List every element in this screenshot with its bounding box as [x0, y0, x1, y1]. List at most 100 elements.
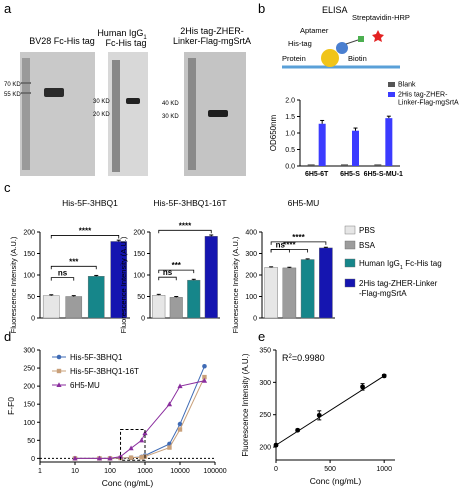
c-sig-bracket: [158, 269, 195, 274]
e-point: [360, 384, 365, 390]
b-bar-zher: [385, 118, 393, 166]
label-protein: Protein: [282, 54, 306, 63]
e-x-tick-label: 500: [324, 466, 336, 473]
c-y-tick-label: 300: [245, 251, 257, 258]
e-y-tick-label: 300: [259, 380, 271, 387]
c-legend-label-bsa: BSA: [359, 241, 376, 250]
d-legend-marker: [56, 382, 62, 387]
c-sig-label: ***: [69, 257, 79, 266]
e-y-axis-label: Fluorescence Intensity (A.U.): [241, 353, 250, 456]
d-highlight-box: [120, 428, 146, 461]
b-y-axis-label: OD650nm: [269, 114, 278, 151]
d-point: [107, 455, 113, 461]
gel-panel-1: BV28 Fc-His tag 70 KD 55 KD: [4, 36, 95, 176]
elisa-title: ELISA: [322, 5, 348, 15]
d-x-tick-label: 100: [104, 468, 116, 475]
c-legend-label-pbs: PBS: [359, 226, 375, 235]
c-bar-bsa: [65, 296, 83, 319]
panel-letter-a: a: [4, 1, 12, 16]
gel3-marker-30: 30 KD: [162, 114, 179, 120]
gel1-marker-70: 70 KD: [4, 82, 21, 88]
panel-letter-b: b: [258, 1, 265, 16]
d-point: [117, 453, 124, 459]
c-bar-zher: [319, 247, 333, 319]
gel2-marker-30: 30 KD: [93, 99, 110, 105]
e-point: [316, 412, 322, 418]
d-x-tick-label: 10000: [170, 468, 190, 475]
b-legend-swatch-zher: [388, 92, 395, 97]
b-x-tick-label: 6H5-6T: [305, 171, 329, 178]
gel1-title: BV28 Fc-His tag: [29, 36, 95, 46]
c-legend-swatch-igg: [344, 258, 356, 268]
d-point: [177, 427, 183, 432]
c-legend-label-zher-line2: -Flag-mgSrtA: [359, 289, 407, 298]
c-sig-label: ****: [179, 221, 192, 230]
c-bar-igg: [187, 279, 201, 319]
e-fit-line: [275, 375, 385, 446]
d-y-tick-label: 250: [23, 366, 35, 373]
b-legend-label-zher-2: Linker-Flag-mgSrtA: [398, 100, 459, 107]
b-bar-blank: [374, 164, 382, 166]
c-subplot-title: His-5F-3HBQ1-16T: [153, 198, 226, 208]
d-legend-label: 6H5-MU: [70, 381, 100, 390]
d-point: [177, 383, 183, 389]
c-bar-pbs: [42, 295, 60, 319]
d-legend-label: His-5F-3BHQ1: [70, 353, 123, 362]
chart-e: 200 250 300 350 0 500 1000 Conc (ng/mL) Fluoresc…: [241, 348, 395, 486]
e-x-tick-label: 1000: [376, 466, 392, 473]
b-bar-blank: [341, 164, 348, 166]
c-sig-label: ***: [172, 261, 182, 270]
c-sig-label: ns: [58, 269, 68, 278]
c-legend-swatch-pbs: [344, 225, 356, 235]
c-y-tick-label: 50: [27, 294, 35, 301]
gel2-marker-20: 20 KD: [93, 112, 110, 118]
gel-panel-3: 2His tag-ZHER- Linker-Flag-mgSrtA 40 KD …: [162, 26, 251, 176]
c-sig-bracket: [50, 265, 97, 270]
e-x-axis-label: Conc (ng/mL): [310, 476, 362, 486]
chart-c: His-5F-3HBQ1 0 50 100 150 200 Fluorescence Int…: [9, 198, 442, 333]
d-y-tick-label: 300: [23, 348, 35, 355]
gel2-band: [126, 98, 140, 104]
b-y-tick-label: 2.0: [285, 98, 295, 105]
c-bar-bsa: [282, 267, 297, 319]
b-x-tick-label: 6H5-S-MU-1: [364, 171, 403, 178]
b-legend-label-zher-1: 2His tag-ZHER-: [398, 92, 448, 99]
d-y-tick-label: 0: [31, 456, 35, 463]
label-histag: His-tag: [288, 39, 312, 48]
c-y-tick-label: 150: [133, 251, 145, 258]
d-point: [139, 455, 144, 460]
chart-b: 0.0 0.5 1.0 1.5 2.0 OD650nm 6H5-6T 6H5-S 6H5-S-M…: [269, 82, 459, 179]
b-bar-zher: [318, 123, 326, 166]
c-y-tick-label: 150: [23, 251, 35, 258]
c-y-tick-label: 0: [141, 316, 145, 323]
c-subplot-title: 6H5-MU: [288, 198, 320, 208]
e-y-tick-label: 250: [259, 412, 271, 419]
b-y-tick-label: 1.5: [285, 114, 295, 121]
d-x-tick-label: 10: [71, 468, 79, 475]
c-legend-swatch-zher: [344, 278, 356, 288]
c-y-tick-label: 100: [245, 294, 257, 301]
c-sig-bracket: [270, 241, 327, 245]
gel2-title-line2: Fc-His tag: [105, 38, 146, 48]
gel1-band: [44, 88, 64, 97]
gel3-title-line1: 2His tag-ZHER-: [180, 26, 244, 36]
elisa-schematic: ELISA Streptavidin-HRP Aptamer His-tag P…: [282, 5, 410, 69]
d-y-tick-label: 50: [27, 438, 35, 445]
e-y-tick-label: 350: [259, 348, 271, 355]
d-point: [202, 374, 207, 380]
gel1-image: [20, 52, 95, 176]
panel-letter-e: e: [258, 329, 265, 344]
d-point: [128, 455, 134, 460]
c-legend-swatch-bsa: [344, 240, 356, 250]
c-y-tick-label: 400: [245, 230, 257, 237]
d-point: [139, 437, 145, 443]
e-y-tick-label: 200: [259, 445, 271, 452]
c-sig-bracket: [158, 276, 177, 281]
c-bar-igg: [87, 276, 105, 319]
d-point: [96, 455, 103, 461]
label-streptavidin: Streptavidin-HRP: [352, 13, 410, 22]
c-y-tick-label: 0: [31, 316, 35, 323]
protein-blob: [321, 49, 339, 67]
c-sig-bracket: [50, 277, 75, 281]
